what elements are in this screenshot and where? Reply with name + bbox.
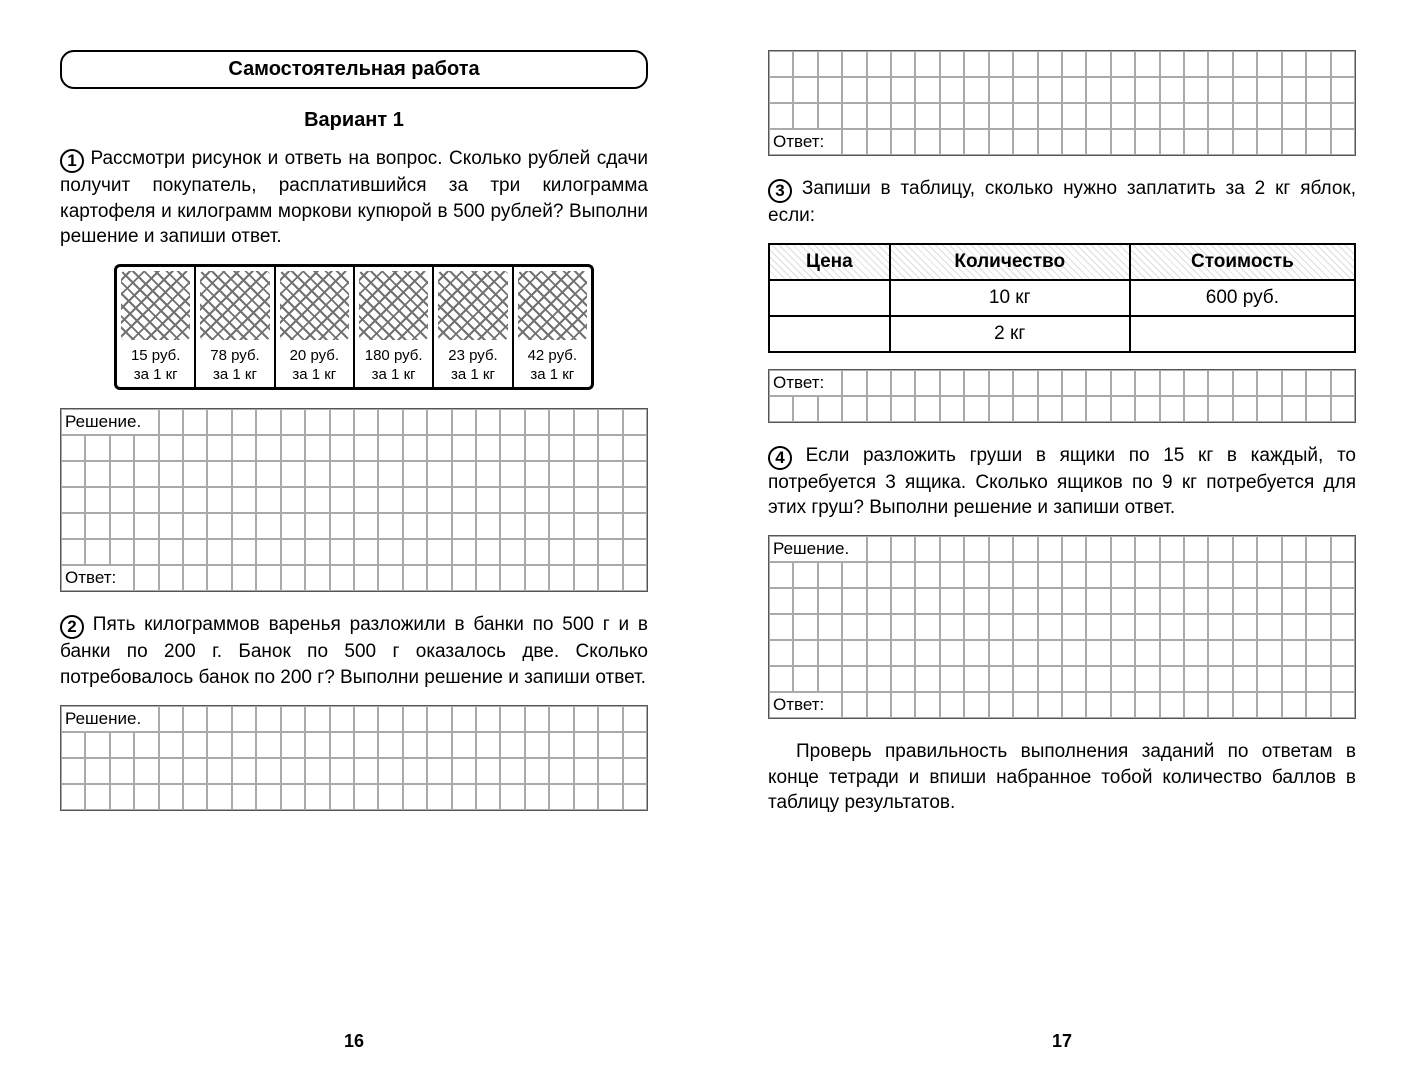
variant-label: Вариант 1 bbox=[60, 109, 648, 132]
task4-number: 4 bbox=[768, 446, 792, 470]
worksheet-title: Самостоятельная работа bbox=[60, 50, 648, 89]
task3-answer-grid[interactable]: Ответ: bbox=[768, 369, 1356, 423]
task2-text: 2 Пять килограммов варенья разложили в б… bbox=[60, 612, 648, 690]
price-row: 15 руб. за 1 кг 78 руб. за 1 кг 20 руб. … bbox=[114, 344, 594, 391]
produce-bins bbox=[114, 264, 594, 344]
task1-grid[interactable]: Решение.Ответ: bbox=[60, 408, 648, 592]
task3-body: Запиши в таблицу, сколько нужно заплатит… bbox=[768, 178, 1356, 226]
price-cell-1: 78 руб. за 1 кг bbox=[196, 344, 275, 388]
price-cell-5: 42 руб. за 1 кг bbox=[514, 344, 591, 388]
price-cell-3: 180 руб. за 1 кг bbox=[355, 344, 434, 388]
produce-stand: 15 руб. за 1 кг 78 руб. за 1 кг 20 руб. … bbox=[60, 264, 648, 391]
task4-grid[interactable]: Решение.Ответ: bbox=[768, 535, 1356, 719]
task2-continuation-grid[interactable]: Ответ: bbox=[768, 50, 1356, 156]
page-number-left: 16 bbox=[344, 1031, 364, 1052]
t3-header-qty: Количество bbox=[890, 244, 1130, 280]
t3-header-price: Цена bbox=[769, 244, 890, 280]
task2-grid[interactable]: Решение. bbox=[60, 705, 648, 811]
price-cell-4: 23 руб. за 1 кг bbox=[434, 344, 513, 388]
page-number-right: 17 bbox=[1052, 1031, 1072, 1052]
t3-header-cost: Стоимость bbox=[1130, 244, 1355, 280]
price-cell-2: 20 руб. за 1 кг bbox=[276, 344, 355, 388]
task4-text: 4 Если разложить груши в ящики по 15 кг … bbox=[768, 443, 1356, 521]
task2-body: Пять килограммов варенья разложили в бан… bbox=[60, 614, 648, 688]
t3-r0-qty: 10 кг bbox=[890, 280, 1130, 316]
final-note: Проверь правильность выполнения заданий … bbox=[768, 739, 1356, 816]
task3-text: 3 Запиши в таблицу, сколько нужно заплат… bbox=[768, 176, 1356, 229]
t3-r0-price[interactable] bbox=[769, 280, 890, 316]
task3-number: 3 bbox=[768, 179, 792, 203]
task3-table[interactable]: Цена Количество Стоимость 10 кг 600 руб.… bbox=[768, 243, 1356, 353]
t3-r1-qty: 2 кг bbox=[890, 316, 1130, 352]
task1-body: Рассмотри рисунок и ответь на вопрос. Ск… bbox=[60, 148, 648, 247]
task4-body: Если разложить груши в ящики по 15 кг в … bbox=[768, 445, 1356, 519]
price-cell-0: 15 руб. за 1 кг bbox=[117, 344, 196, 388]
t3-r0-cost: 600 руб. bbox=[1130, 280, 1355, 316]
t3-r1-cost[interactable] bbox=[1130, 316, 1355, 352]
task1-text: 1 Рассмотри рисунок и ответь на вопрос. … bbox=[60, 146, 648, 250]
task2-number: 2 bbox=[60, 615, 84, 639]
t3-r1-price[interactable] bbox=[769, 316, 890, 352]
page-right: Ответ: 3 Запиши в таблицу, сколько нужно… bbox=[708, 0, 1416, 1080]
page-left: Самостоятельная работа Вариант 1 1 Рассм… bbox=[0, 0, 708, 1080]
task1-number: 1 bbox=[60, 149, 84, 173]
